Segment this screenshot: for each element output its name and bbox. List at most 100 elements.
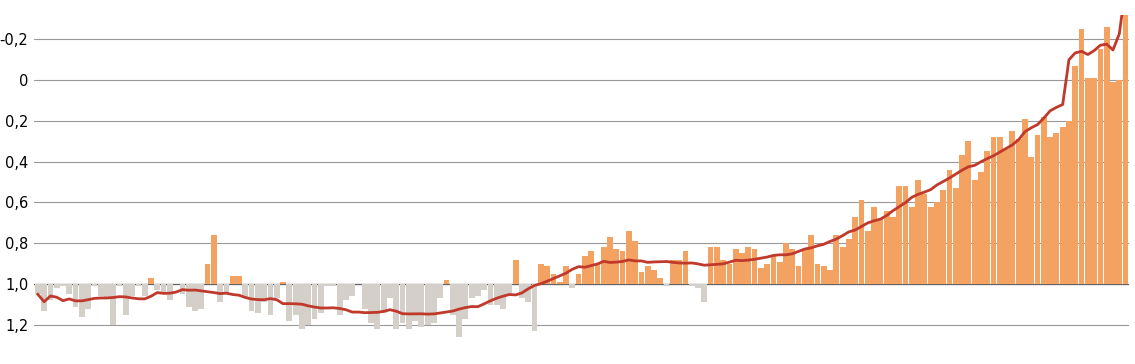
Bar	[570, 284, 575, 288]
Bar	[513, 260, 519, 284]
Bar	[600, 248, 606, 284]
Bar	[526, 284, 531, 302]
Bar	[305, 284, 311, 325]
Bar	[858, 200, 865, 284]
Bar	[1117, 80, 1123, 284]
Bar	[481, 284, 487, 290]
Bar	[771, 256, 776, 284]
Bar	[255, 284, 261, 313]
Bar	[613, 249, 620, 284]
Bar	[123, 284, 128, 315]
Bar	[588, 252, 594, 284]
Bar	[412, 284, 418, 321]
Bar	[739, 253, 745, 284]
Bar	[53, 284, 59, 288]
Bar	[915, 180, 920, 284]
Bar	[73, 284, 78, 306]
Bar	[821, 266, 826, 284]
Bar	[827, 270, 833, 284]
Bar	[501, 284, 506, 309]
Bar	[199, 284, 204, 309]
Bar	[400, 284, 405, 323]
Bar	[746, 248, 751, 284]
Bar	[959, 155, 965, 284]
Bar	[1091, 78, 1098, 284]
Bar	[802, 249, 808, 284]
Bar	[92, 284, 98, 286]
Bar	[582, 256, 588, 284]
Bar	[726, 264, 732, 284]
Bar	[625, 231, 632, 284]
Bar	[815, 264, 821, 284]
Bar	[406, 284, 412, 329]
Bar	[733, 249, 739, 284]
Bar	[148, 278, 154, 284]
Bar	[274, 284, 279, 298]
Bar	[98, 284, 103, 296]
Bar	[1053, 133, 1059, 284]
Bar	[1098, 49, 1103, 284]
Bar	[927, 206, 933, 284]
Bar	[947, 170, 952, 284]
Bar	[708, 248, 714, 284]
Bar	[192, 284, 197, 310]
Bar	[595, 264, 600, 284]
Bar	[884, 211, 890, 284]
Bar	[456, 284, 462, 337]
Bar	[186, 284, 192, 306]
Bar	[217, 284, 224, 302]
Bar	[751, 249, 757, 284]
Bar	[1041, 116, 1046, 284]
Bar	[934, 202, 940, 284]
Bar	[330, 284, 336, 286]
Bar	[142, 284, 148, 296]
Bar	[325, 284, 330, 286]
Bar	[966, 141, 972, 284]
Bar	[689, 284, 695, 286]
Bar	[764, 264, 770, 284]
Bar	[695, 284, 701, 288]
Bar	[135, 284, 142, 286]
Bar	[531, 284, 538, 331]
Bar	[419, 284, 424, 327]
Bar	[846, 239, 851, 284]
Bar	[651, 270, 657, 284]
Bar	[85, 284, 91, 309]
Bar	[897, 186, 902, 284]
Bar	[362, 284, 368, 309]
Bar	[66, 284, 73, 294]
Bar	[236, 276, 242, 284]
Bar	[368, 284, 373, 323]
Bar	[211, 235, 217, 284]
Bar	[701, 284, 707, 302]
Bar	[375, 284, 380, 329]
Bar	[286, 284, 292, 321]
Bar	[494, 284, 499, 305]
Bar	[758, 268, 764, 284]
Bar	[249, 284, 254, 310]
Bar	[437, 284, 443, 298]
Bar	[230, 276, 236, 284]
Bar	[343, 284, 348, 300]
Bar	[337, 284, 343, 315]
Bar	[350, 284, 355, 296]
Bar	[224, 284, 229, 292]
Bar	[972, 180, 977, 284]
Bar	[35, 284, 41, 294]
Bar	[380, 284, 387, 313]
Bar	[431, 284, 437, 323]
Bar	[519, 284, 524, 298]
Bar	[991, 137, 997, 284]
Bar	[890, 217, 896, 284]
Bar	[1035, 135, 1041, 284]
Bar	[1009, 131, 1016, 284]
Bar	[1060, 127, 1066, 284]
Bar	[808, 235, 814, 284]
Bar	[620, 252, 625, 284]
Bar	[796, 266, 801, 284]
Bar	[872, 206, 877, 284]
Bar	[909, 206, 915, 284]
Bar	[204, 264, 210, 284]
Bar	[462, 284, 469, 319]
Bar	[293, 284, 299, 315]
